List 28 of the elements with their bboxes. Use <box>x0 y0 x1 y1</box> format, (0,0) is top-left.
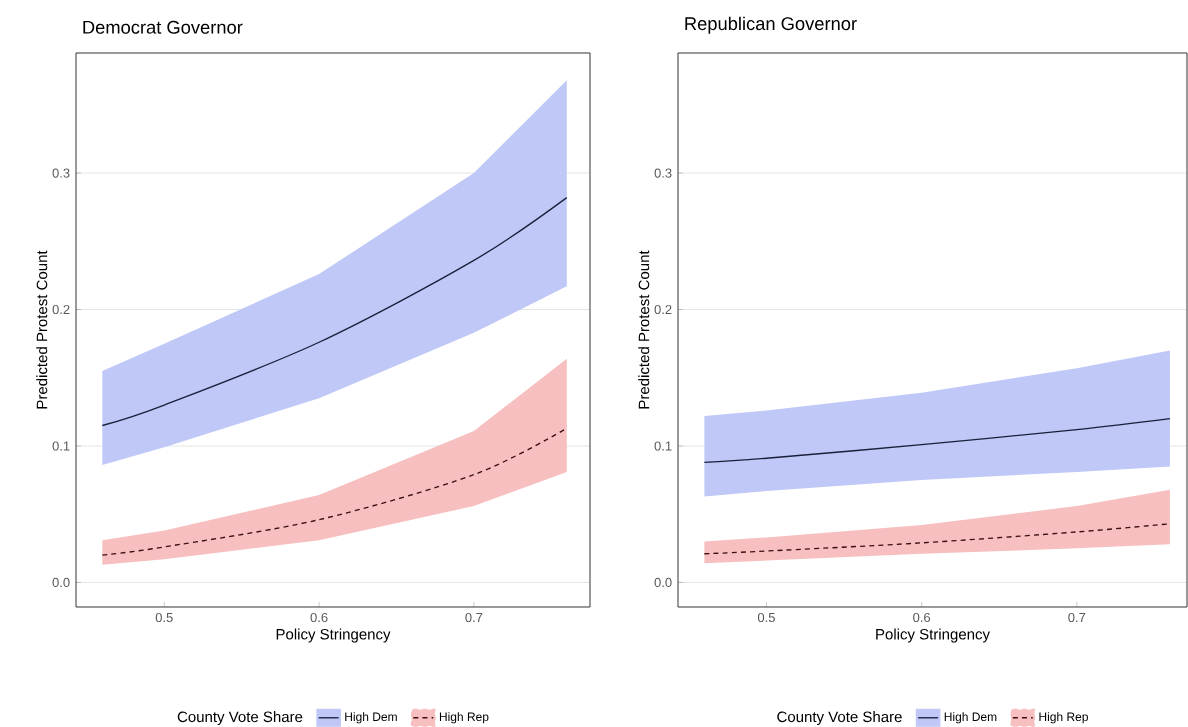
x-axis-title: Policy Stringency <box>276 628 391 643</box>
y-tick-label: 0.3 <box>654 168 672 178</box>
line-series <box>101 196 568 427</box>
y-tick-label: 0.0 <box>654 577 672 588</box>
y-axis-title: Predicted Protest Count <box>36 250 48 409</box>
x-tick-label: 0.7 <box>1068 612 1086 623</box>
x-tick-label: 0.5 <box>757 612 775 623</box>
legend-label: High Dem <box>944 712 997 724</box>
y-tick-label: 0.1 <box>654 441 672 451</box>
y-tick-label: 0.2 <box>654 304 672 315</box>
legend-title: County Vote Share <box>177 711 303 726</box>
y-axis-title: Predicted Protest Count <box>638 250 650 409</box>
legend-label: High Rep <box>439 712 489 724</box>
chart-title: Republican Governor <box>685 16 857 34</box>
x-axis-title: Policy Stringency <box>876 628 990 643</box>
x-tick-label: 0.7 <box>465 612 483 623</box>
x-tick-label: 0.6 <box>310 612 328 623</box>
legend-title: County Vote Share <box>777 711 902 726</box>
chart-title: Democrat Governor <box>83 20 243 34</box>
x-tick-label: 0.5 <box>155 612 173 623</box>
legend-label: High Rep <box>1039 712 1088 724</box>
line-series <box>703 418 1171 464</box>
legend-label: High Dem <box>345 712 397 724</box>
y-tick-label: 0.1 <box>52 441 70 451</box>
y-tick-label: 0.2 <box>52 304 70 315</box>
x-tick-label: 0.6 <box>913 612 931 623</box>
y-tick-label: 0.0 <box>52 577 70 588</box>
y-tick-label: 0.3 <box>52 168 70 178</box>
